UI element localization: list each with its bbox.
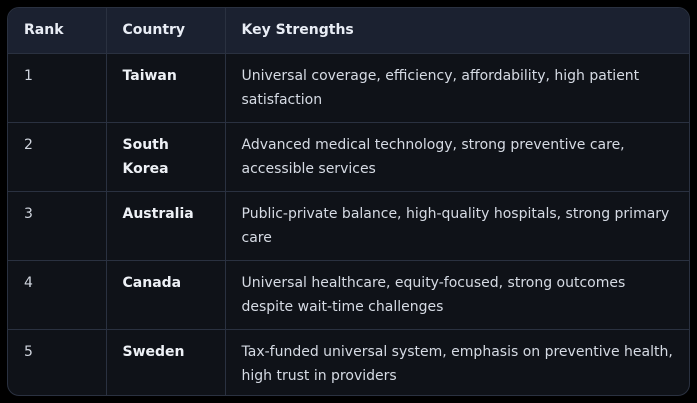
health-systems-table: Rank Country Key Strengths 1 Taiwan Univ… [7, 7, 690, 396]
table-header: Rank Country Key Strengths [8, 8, 689, 54]
key-strengths-cell: Tax-funded universal system, emphasis on… [241, 343, 673, 384]
header-row: Rank Country Key Strengths [8, 8, 689, 54]
table-row: 4 Canada Universal healthcare, equity-fo… [8, 260, 689, 330]
table-row: 2 South Korea Advanced medical technolog… [8, 122, 689, 192]
key-strengths-cell: Universal healthcare, equity-focused, st… [225, 260, 689, 330]
rank-cell: 1 [8, 53, 107, 123]
ranking-table: Rank Country Key Strengths 1 Taiwan Univ… [8, 8, 689, 395]
rank-cell: 4 [8, 260, 107, 330]
key-strengths-cell: Public-private balance, high-quality hos… [225, 191, 689, 261]
key-strengths-cell: Advanced medical technology, strong prev… [225, 122, 689, 192]
column-header-key-strengths: Key Strengths [225, 8, 689, 54]
country-cell: Taiwan [106, 53, 226, 123]
country-cell: Australia [106, 191, 226, 261]
country-cell: South Korea [106, 122, 226, 192]
country-cell: Canada [106, 260, 226, 330]
table-row: 5 Sweden Tax-funded universal system, em… [8, 329, 689, 395]
rank-cell: 3 [8, 191, 107, 261]
table-body: 1 Taiwan Universal coverage, efficiency,… [8, 53, 689, 395]
rank-cell: 5 [8, 329, 107, 395]
rank-cell: 2 [8, 122, 107, 192]
table-row: 3 Australia Public-private balance, high… [8, 191, 689, 261]
key-strengths-cell: Universal coverage, efficiency, affordab… [225, 53, 689, 123]
column-header-rank: Rank [8, 8, 107, 54]
country-cell: Sweden [106, 329, 226, 395]
table-row: 1 Taiwan Universal coverage, efficiency,… [8, 53, 689, 123]
column-header-country: Country [106, 8, 226, 54]
